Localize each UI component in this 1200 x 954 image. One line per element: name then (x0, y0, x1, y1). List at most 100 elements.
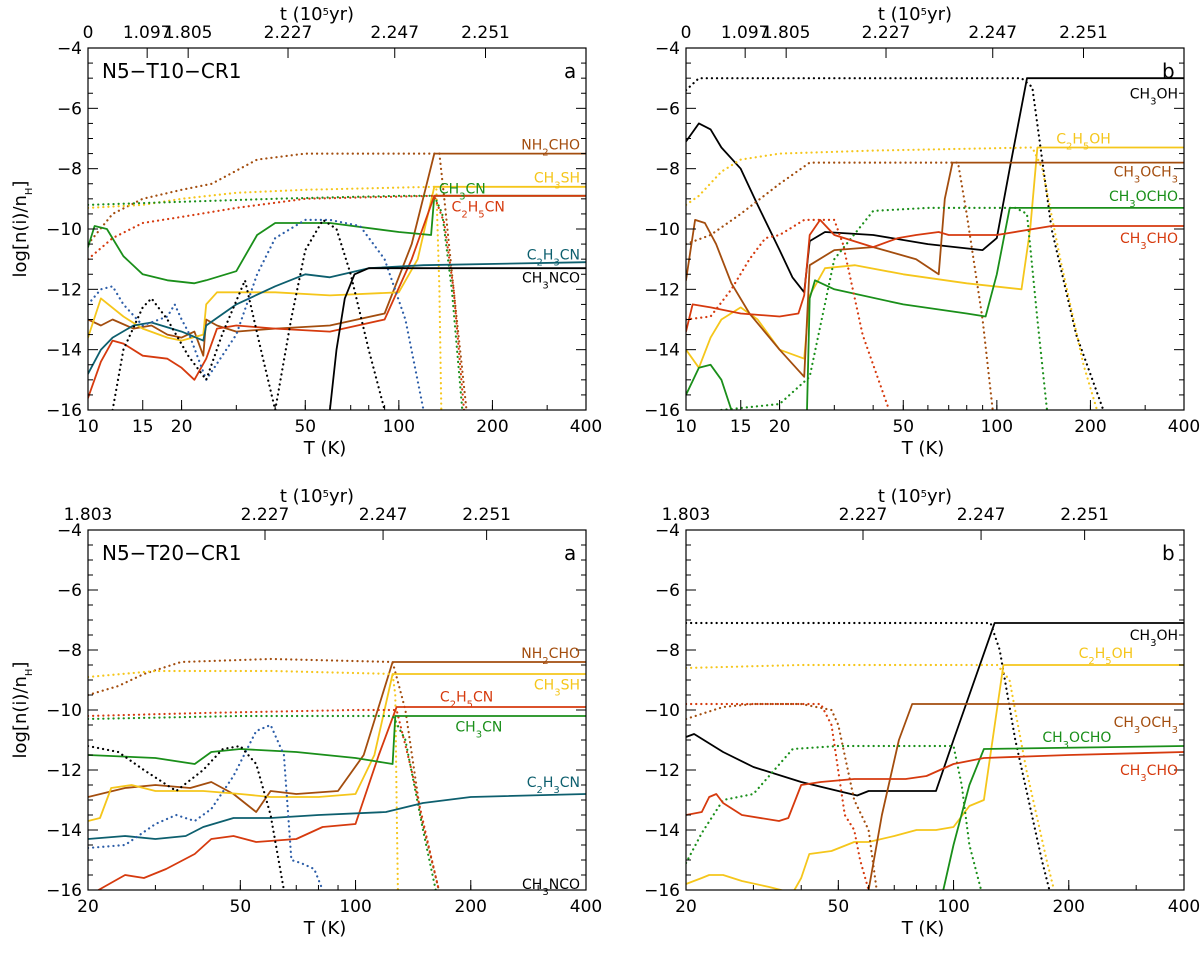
top-axis-title: t (105yr) (280, 486, 354, 507)
x-tick-label: 200 (476, 417, 508, 437)
series-C2H5CN-solid (96, 706, 586, 890)
top-tick-label: 1.803 (662, 505, 711, 525)
y-tick-label: −16 (644, 401, 680, 421)
series-C2H3CN-dotted (88, 723, 324, 890)
series-group (686, 77, 1184, 410)
series-CH3OH-solid (686, 622, 1184, 797)
panel-top-right: −16 −14 −12 −10 −8 −6 −4 10 15 20 50 100 200 400 0 1.09… (644, 4, 1200, 459)
series-CH3NCO-dotted (111, 218, 386, 410)
species-label-NH2CHO: NH2CHO (521, 646, 580, 667)
y-tick-label: −6 (655, 581, 680, 601)
species-label-CH3OCHO: CH3OCHO (1042, 730, 1111, 751)
series-CH3CHO-solid (686, 219, 1184, 333)
series-CH3OH-dotted (686, 621, 1051, 890)
y-tick-label: −10 (46, 220, 82, 240)
species-label-CH3CN: CH3CN (439, 181, 486, 202)
series-C2H5OH-solid (686, 146, 1184, 369)
series-C2H5CN-dotted (88, 194, 466, 410)
series-CH3OH-dotted (686, 77, 1105, 410)
top-tick-label: 0 (681, 23, 692, 43)
x-tick-label: 20 (171, 417, 193, 437)
series-NH2CHO-solid (88, 661, 586, 813)
series-CH3OCHO-solid (686, 363, 733, 410)
y-tick-label: −4 (655, 521, 680, 541)
series-C2H5OH-solid (686, 664, 1184, 890)
y-tick-label: −12 (644, 280, 680, 300)
x-tick-label: 400 (570, 897, 602, 917)
series-CH3SH-solid (88, 673, 586, 822)
y-axis-title: log[n(i)/nH] (10, 662, 35, 759)
top-tick-label: 2.227 (862, 23, 911, 43)
x-tick-label: 20 (675, 897, 697, 917)
x-tick-label: 10 (77, 417, 99, 437)
top-tick-label: 2.247 (957, 505, 1006, 525)
panel-bottom-left: −16 −14 −12 −10 −8 −6 −4 20 50 100 200 400 1.803 2.22… (10, 486, 602, 939)
x-tick-label: 10 (675, 417, 697, 437)
series-C2H5CN-solid (88, 194, 586, 399)
y-axis-title: log[n(i)/nH] (10, 181, 35, 278)
top-tick-label: 2.247 (370, 23, 419, 43)
top-tick-label: 2.251 (461, 23, 510, 43)
y-tick-label: −6 (57, 581, 82, 601)
series-CH3CN-dotted (88, 714, 437, 890)
y-tick-label: −10 (46, 701, 82, 721)
species-label-CH3CHO: CH3CHO (1120, 763, 1178, 784)
series-CH3CN-solid (88, 194, 586, 285)
y-tick-label: −10 (644, 220, 680, 240)
x-tick-label: 400 (1168, 897, 1200, 917)
model-label: N5−T10−CR1 (102, 59, 241, 83)
plot-frame (685, 529, 1185, 891)
x-tick-label: 20 (77, 897, 99, 917)
series-C2H3CN-solid (88, 261, 586, 375)
top-tick-label: 1.097 (721, 23, 770, 43)
species-label-C2H5CN: C2H5CN (452, 199, 505, 220)
top-tick-label: 2.251 (1059, 23, 1108, 43)
series-CH3SH-dotted (88, 185, 443, 410)
panel-tag: b (1162, 541, 1175, 565)
x-axis-title: T (K) (901, 438, 945, 459)
top-tick-label: 1.097 (123, 23, 172, 43)
y-tick-label: −12 (46, 280, 82, 300)
series-CH3NCO-solid (329, 267, 586, 410)
series-NH2CHO-dotted (88, 657, 440, 890)
x-tick-label: 100 (339, 897, 371, 917)
series-CH3OH-solid (686, 77, 1184, 294)
x-tick-label: 400 (570, 417, 602, 437)
x-tick-label: 15 (730, 417, 752, 437)
top-axis-title: t (105yr) (878, 486, 952, 507)
species-label-CH3OCH3: CH3OCH3 (1114, 165, 1178, 186)
series-CH3OCHO-dotted (720, 206, 1049, 410)
series-C2H3CN-dotted (88, 218, 425, 410)
series-CH3CHO-solid (686, 751, 1184, 822)
y-tick-label: −6 (57, 99, 82, 119)
species-label-CH3CHO: CH3CHO (1120, 231, 1178, 252)
top-tick-label: 1.805 (762, 23, 811, 43)
series-group (88, 657, 586, 890)
species-label-CH3OCH3: CH3OCH3 (1114, 715, 1178, 736)
x-tick-label: 100 (937, 897, 969, 917)
series-group (686, 621, 1184, 890)
x-tick-label: 100 (981, 417, 1013, 437)
species-label-CH3OH: CH3OH (1130, 628, 1178, 649)
y-tick-label: −16 (46, 881, 82, 901)
top-tick-label: 1.803 (64, 505, 113, 525)
series-CH3OCH3-dotted (686, 161, 994, 410)
species-label-CH3OCHO: CH3OCHO (1109, 189, 1178, 210)
series-C2H3CN-solid (88, 793, 586, 840)
series-C2H5OH-dotted (686, 146, 1099, 410)
species-label-C2H5OH: C2H5OH (1079, 646, 1134, 667)
y-tick-label: −8 (655, 160, 680, 180)
series-group (88, 152, 586, 410)
top-tick-label: 1.805 (164, 23, 213, 43)
y-tick-label: −8 (57, 641, 82, 661)
species-label-CH3SH: CH3SH (534, 678, 580, 699)
y-tick-label: −16 (644, 881, 680, 901)
x-axis-title: T (K) (303, 918, 347, 939)
y-tick-label: −6 (655, 99, 680, 119)
plot-frame (685, 47, 1185, 411)
series-CH3NCO-dotted (88, 744, 285, 890)
series-CH3OCH3-dotted (686, 702, 878, 890)
series-C2H5OH-dotted (686, 663, 1056, 890)
top-tick-label: 2.251 (462, 505, 511, 525)
y-tick-label: −12 (46, 761, 82, 781)
